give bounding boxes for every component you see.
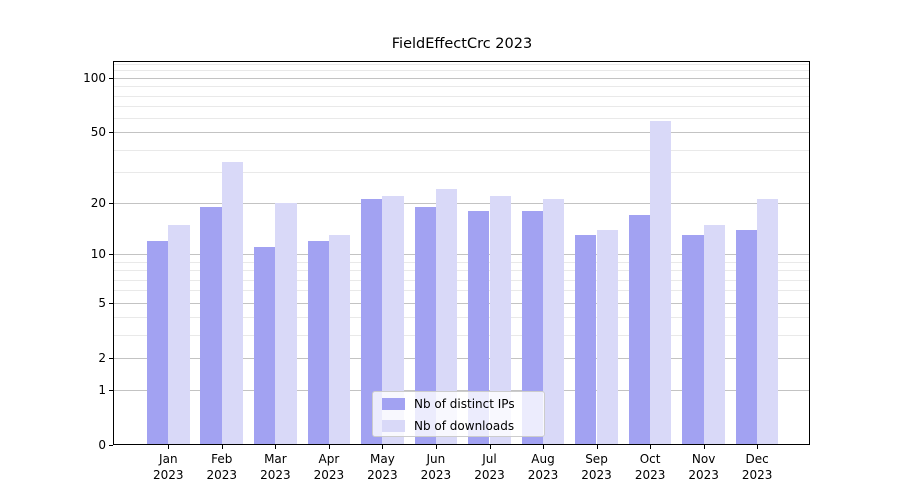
x-tick-label-aug-2023: Aug 2023 bbox=[527, 452, 559, 482]
x-tick-jun-2023 bbox=[435, 445, 437, 449]
legend-label-distinct-ips: Nb of distinct IPs bbox=[414, 396, 515, 411]
y-tick-label-50: 50 bbox=[90, 125, 106, 140]
x-tick-aug-2023 bbox=[543, 445, 544, 449]
x-tick-label-mar-2023: Mar 2023 bbox=[260, 452, 291, 482]
plot-area bbox=[113, 61, 810, 445]
y-tick-label-5: 5 bbox=[98, 295, 106, 310]
x-tick-jan-2023 bbox=[168, 445, 170, 449]
x-tick-label-may-2023: May 2023 bbox=[367, 452, 398, 482]
y-tick-label-2: 2 bbox=[98, 350, 106, 365]
x-tick-oct-2023 bbox=[650, 445, 652, 449]
legend-item-distinct-ips: Nb of distinct IPs bbox=[373, 393, 544, 414]
legend-swatch-distinct-ips-icon bbox=[382, 397, 405, 410]
legend-swatch-downloads-icon bbox=[382, 419, 405, 432]
y-tick-label-20: 20 bbox=[90, 195, 106, 210]
y-tick-label-10: 10 bbox=[90, 247, 106, 262]
y-tick-label-100: 100 bbox=[83, 71, 106, 85]
x-tick-label-jan-2023: Jan 2023 bbox=[153, 452, 184, 482]
x-tick-sep-2023 bbox=[596, 445, 598, 449]
legend: Nb of distinct IPs Nb of downloads bbox=[372, 391, 545, 437]
x-tick-label-apr-2023: Apr 2023 bbox=[313, 452, 345, 482]
x-tick-label-oct-2023: Oct 2023 bbox=[634, 452, 666, 482]
x-tick-dec-2023 bbox=[757, 445, 759, 449]
x-tick-label-jul-2023: Jul 2023 bbox=[474, 452, 505, 482]
x-tick-label-dec-2023: Dec 2023 bbox=[741, 452, 773, 482]
y-tick-0 bbox=[109, 445, 113, 446]
y-tick-label-0: 0 bbox=[98, 438, 106, 452]
legend-item-downloads: Nb of downloads bbox=[373, 415, 544, 436]
y-tick-label-1: 1 bbox=[98, 382, 106, 397]
x-tick-label-sep-2023: Sep 2023 bbox=[581, 452, 612, 482]
x-tick-may-2023 bbox=[382, 445, 384, 449]
x-tick-label-nov-2023: Nov 2023 bbox=[688, 452, 719, 482]
x-tick-nov-2023 bbox=[703, 445, 705, 449]
x-tick-apr-2023 bbox=[328, 445, 330, 449]
chart-title: FieldEffectCrc 2023 bbox=[391, 36, 533, 52]
x-tick-feb-2023 bbox=[221, 445, 223, 449]
legend-label-downloads: Nb of downloads bbox=[414, 418, 515, 433]
x-tick-mar-2023 bbox=[275, 445, 277, 449]
x-tick-label-jun-2023: Jun 2023 bbox=[420, 452, 452, 482]
x-tick-jul-2023 bbox=[489, 445, 491, 449]
x-tick-label-feb-2023: Feb 2023 bbox=[206, 452, 238, 482]
